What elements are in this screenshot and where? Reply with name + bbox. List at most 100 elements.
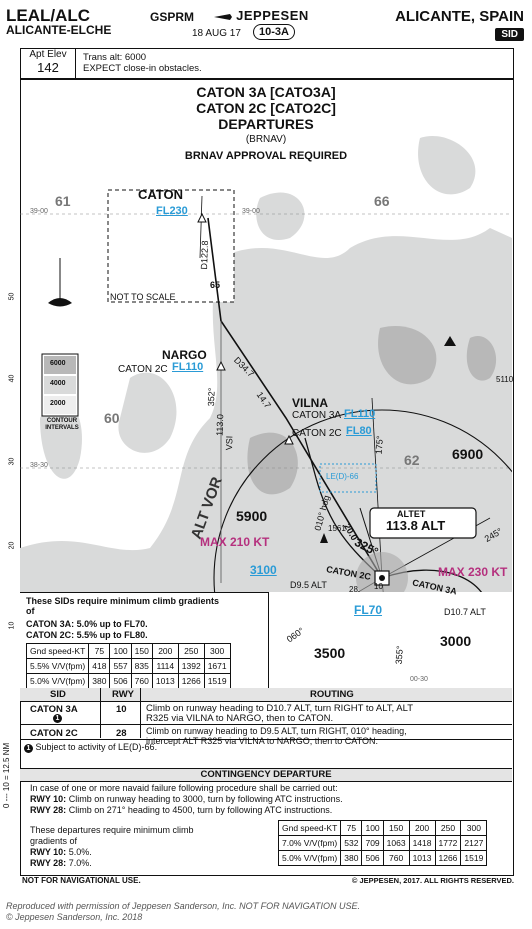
cell: 1772: [434, 835, 462, 851]
cell: 835: [130, 658, 153, 674]
vilna-waypoint-icon: [284, 434, 294, 445]
contingency-rwy28: RWY 28: Climb on 271° heading to 4500, t…: [30, 805, 343, 816]
label: RWY 28:: [30, 858, 67, 868]
climb-table: Gnd speed-KT 75 100 150 200 250 300 5.5%…: [25, 643, 231, 689]
cell: 5.0% V/V(fpm): [277, 850, 342, 866]
route-1-rwy: 10: [116, 704, 127, 715]
cell: 1063: [382, 835, 410, 851]
airport-code: LEAL/ALC: [6, 6, 91, 25]
tick-10: 10: [8, 621, 16, 630]
departure-gradient-block: These departures require minimum climb g…: [30, 825, 194, 869]
contingency-table-row: 5.0% V/V(fpm) 380 506 760 1013 1266 1519: [277, 850, 488, 866]
restricted-area: [319, 463, 377, 493]
cell: 506: [109, 673, 132, 689]
reproduction-note: Reproduced with permission of Jeppesen S…: [6, 901, 360, 923]
label: RWY 10:: [30, 847, 67, 857]
jeppesen-logo: JEPPESEN: [214, 8, 309, 23]
route-2-rwy: 28: [116, 728, 127, 739]
col-sid: SID: [50, 689, 66, 700]
cell: 300: [203, 643, 231, 659]
airport-header: LEAL/ALC ALICANTE-ELCHE: [6, 6, 111, 38]
climb-table-row: 5.0% V/V(fpm) 380 506 760 1013 1266 1519: [25, 673, 231, 689]
cell: 1013: [408, 850, 436, 866]
text: Climb on 271° heading to 4500, turn by f…: [68, 805, 333, 815]
cell: 380: [340, 850, 363, 866]
route-2-text1: Climb on runway heading to D9.5 ALT, tur…: [146, 726, 407, 736]
city-name: ALICANTE, SPAIN: [395, 8, 524, 25]
dep-line1: These departures require minimum climb: [30, 825, 194, 835]
routing-footnote: 1 Subject to activity of LE(D)-66.: [24, 742, 157, 753]
cell: 418: [88, 658, 111, 674]
contingency-table-header: Gnd speed-KT 75 100 150 200 250 300: [277, 820, 488, 836]
route-line: [207, 217, 383, 579]
dep-rwy28: RWY 28: 7.0%.: [30, 858, 194, 869]
altet-box: [369, 507, 477, 539]
cell: 760: [382, 850, 410, 866]
climb-title: These SIDs require minimum climb gradien…: [26, 596, 219, 616]
compass-base-icon: [48, 298, 72, 307]
trans-alt-cell: Trans alt: 6000 EXPECT close-in obstacle…: [83, 52, 202, 74]
cell: 5.0% V/V(fpm): [25, 673, 90, 689]
tick-50: 50: [8, 292, 16, 301]
cell: 5.5% V/V(fpm): [25, 658, 90, 674]
climb-title-line1: These SIDs require minimum climb gradien…: [26, 596, 220, 606]
cell: 760: [130, 673, 153, 689]
climb-title-line2: of: [26, 606, 35, 616]
cell: Gnd speed-KT: [25, 643, 90, 659]
legend-2000-swatch: [44, 396, 76, 414]
chart-index: 10-3A: [253, 24, 295, 40]
cell: 532: [340, 835, 363, 851]
legend-6000-swatch: [44, 356, 76, 374]
peak-icon: [444, 336, 456, 346]
cell: 200: [408, 820, 436, 836]
contingency-table: Gnd speed-KT 75 100 150 200 250 300 7.0%…: [277, 820, 488, 866]
text: Climb on runway heading to 3000, turn by…: [68, 794, 343, 804]
tick-20: 20: [8, 541, 16, 550]
scale-note: 0 --- 10 = 12.5 NM: [2, 742, 11, 808]
route-2-sid: CATON 2C: [30, 728, 78, 739]
routing-table: SID RWY ROUTING CATON 3A 1 10 Climb on r…: [20, 688, 514, 768]
cell: 380: [88, 673, 111, 689]
not-to-scale-box: [107, 189, 235, 303]
repro-line1: Reproduced with permission of Jeppesen S…: [6, 901, 360, 911]
route-1-text2: R325 via VILNA to NARGO, then to CATON.: [146, 713, 334, 724]
climb-gradient-box: These SIDs require minimum climb gradien…: [20, 592, 269, 689]
cell: 250: [434, 820, 462, 836]
cell: 7.0% V/V(fpm): [277, 835, 342, 851]
chart-date: 18 AUG 17: [192, 28, 241, 39]
climb-req-2: CATON 2C: 5.5% up to FL80.: [26, 630, 148, 640]
cell: 150: [130, 643, 153, 659]
cell: 1013: [151, 673, 179, 689]
label: RWY 28:: [30, 805, 67, 815]
divider: [20, 724, 512, 725]
routing-header: SID RWY ROUTING: [20, 688, 512, 702]
dep-line2: gradients of: [30, 836, 78, 846]
chart-frame: [20, 78, 514, 876]
legend-4000-swatch: [44, 376, 76, 394]
info-box: Apt Elev 142 Trans alt: 6000 EXPECT clos…: [20, 48, 514, 80]
route-1-text1: Climb on runway heading to D10.7 ALT, tu…: [146, 703, 414, 714]
label: RWY 10:: [30, 794, 67, 804]
tick-30: 30: [8, 457, 16, 466]
chart-type-badge: SID: [495, 28, 524, 41]
nargo-waypoint-icon: [216, 360, 226, 371]
cell: 1266: [177, 673, 205, 689]
cell: 2127: [460, 835, 488, 851]
footnote-text: Subject to activity of LE(D)-66.: [35, 742, 158, 752]
text: 7.0%.: [68, 858, 92, 868]
tick-40: 40: [8, 374, 16, 383]
footer-left: NOT FOR NAVIGATIONAL USE.: [22, 876, 141, 885]
caton-waypoint-icon: [197, 212, 207, 223]
col-routing: ROUTING: [310, 689, 354, 700]
contingency-block: In case of one or more navaid failure fo…: [30, 783, 343, 816]
cell: 1519: [203, 673, 231, 689]
cell: 250: [177, 643, 205, 659]
contingency-table-row: 7.0% V/V(fpm) 532 709 1063 1418 1772 212…: [277, 835, 488, 851]
footer-right: © JEPPESEN, 2017. ALL RIGHTS RESERVED.: [351, 876, 514, 885]
apt-elev-label: Apt Elev: [29, 49, 67, 60]
divider: [100, 688, 101, 738]
cell: 1671: [203, 658, 231, 674]
climb-table-header: Gnd speed-KT 75 100 150 200 250 300: [25, 643, 231, 659]
divider: [140, 688, 141, 738]
cell: 1114: [151, 658, 179, 674]
